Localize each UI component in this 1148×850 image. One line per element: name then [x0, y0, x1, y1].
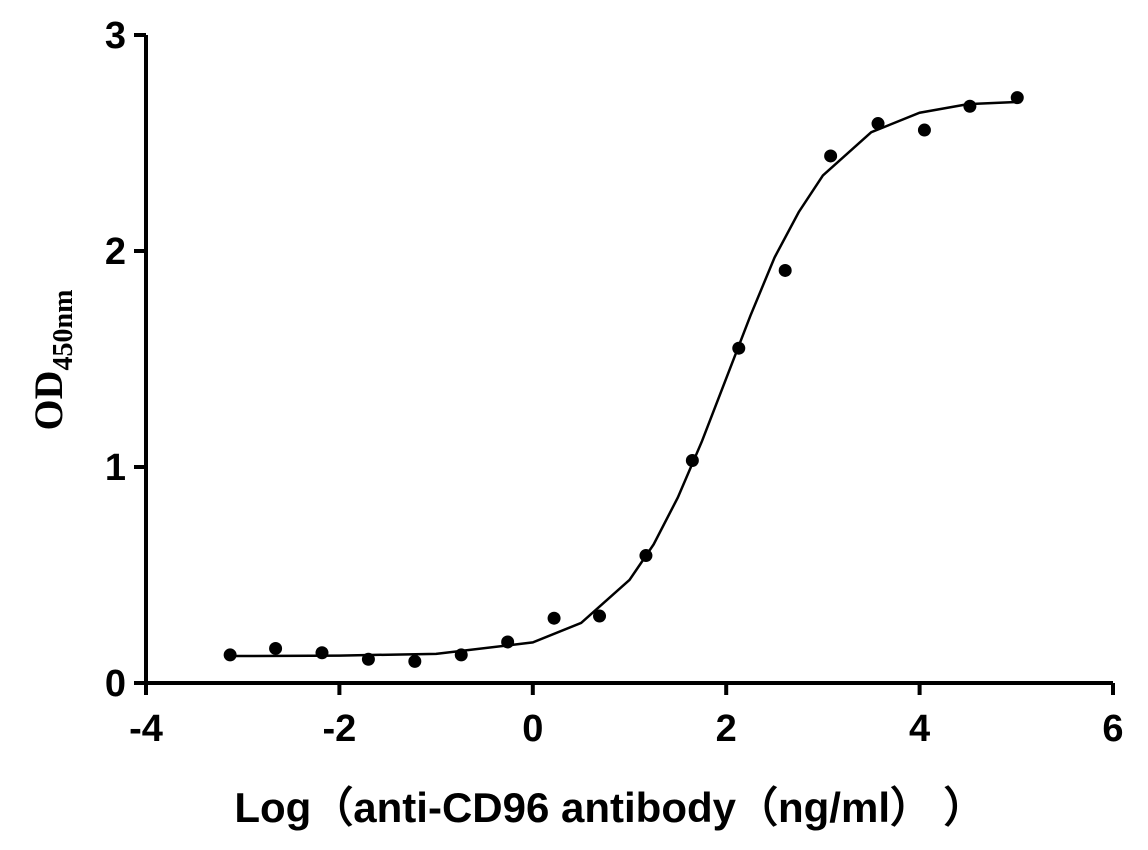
- data-point: [269, 641, 283, 655]
- x-tick-label: 6: [1102, 708, 1123, 750]
- data-point: [917, 123, 931, 137]
- x-tick-label: 0: [522, 708, 543, 750]
- y-tick-label: 0: [105, 663, 126, 705]
- x-tick-label: -4: [129, 708, 163, 750]
- data-point: [963, 99, 977, 113]
- data-point: [871, 117, 885, 131]
- fit-curve: [230, 100, 1018, 658]
- data-point: [408, 654, 422, 668]
- x-tick-label: 2: [716, 708, 737, 750]
- data-point: [547, 611, 561, 625]
- y-tick-label: 2: [105, 231, 126, 273]
- y-axis-label: OD450nm: [26, 290, 79, 431]
- data-point: [315, 646, 329, 660]
- y-axis-label-main: OD: [26, 370, 71, 430]
- data-point: [593, 609, 607, 623]
- x-tick-label: 4: [909, 708, 930, 750]
- y-tick-label: 1: [105, 447, 126, 489]
- y-axis-label-sub: 450nm: [48, 290, 79, 371]
- y-tick-label: 3: [105, 15, 126, 57]
- data-point: [824, 149, 838, 163]
- data-point: [778, 263, 792, 277]
- x-tick-label: -2: [323, 708, 357, 750]
- x-axis-label: Log（anti-CD96 antibody（ng/ml） ）: [234, 784, 985, 831]
